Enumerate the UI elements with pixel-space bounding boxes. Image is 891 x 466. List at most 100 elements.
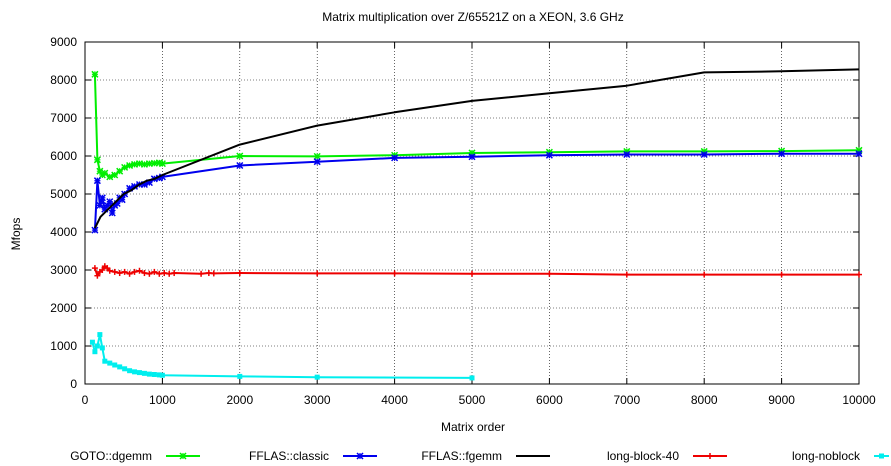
x-tick-label: 9000 — [768, 393, 795, 407]
data-point — [106, 267, 113, 274]
data-point — [136, 267, 143, 274]
grid-layer — [85, 42, 859, 384]
data-point — [545, 151, 553, 159]
data-point — [156, 372, 162, 378]
data-point — [313, 158, 321, 166]
x-tick-label: 6000 — [536, 393, 563, 407]
data-point — [210, 270, 217, 277]
data-point — [94, 272, 101, 279]
data-point — [91, 265, 98, 272]
x-tick-label: 5000 — [459, 393, 486, 407]
data-point — [146, 371, 152, 377]
data-point — [313, 152, 321, 160]
axes-layer: 0 1000 2000 3000 4000 5000 6000 7000 8000 9000 0 10… — [50, 35, 876, 407]
series-line — [94, 68, 860, 229]
y-tick-label: 4000 — [50, 225, 77, 239]
legend-label: FFLAS::classic — [249, 449, 329, 463]
data-point — [141, 270, 148, 277]
data-point — [236, 161, 244, 170]
legend-entry: GOTO::dgemm — [70, 449, 200, 463]
data-point — [99, 267, 106, 273]
legend-marker — [879, 453, 884, 459]
data-point — [391, 154, 399, 162]
data-point — [151, 372, 157, 377]
data-point — [778, 271, 785, 278]
data-point — [112, 362, 118, 368]
series-layer — [89, 68, 863, 381]
data-point — [161, 270, 168, 277]
x-tick-label: 1000 — [149, 393, 176, 407]
x-tick-label: 0 — [82, 393, 89, 407]
data-point — [158, 160, 166, 168]
data-point — [778, 150, 786, 158]
legend-label: FFLAS::fgemm — [421, 449, 502, 463]
data-point — [132, 369, 138, 375]
legend-marker — [356, 452, 364, 460]
data-point — [237, 373, 243, 379]
data-point — [856, 271, 862, 278]
data-point — [116, 167, 124, 175]
data-point — [116, 270, 123, 277]
series-line — [93, 74, 860, 178]
series-0 — [91, 70, 863, 181]
data-point — [117, 364, 123, 370]
data-point — [89, 339, 95, 345]
data-point — [111, 171, 119, 179]
data-point — [122, 366, 128, 372]
data-point — [91, 70, 99, 78]
data-point — [91, 226, 99, 234]
data-point — [97, 332, 103, 338]
y-tick-label: 1000 — [50, 339, 77, 353]
x-tick-label: 3000 — [304, 393, 331, 407]
series-line — [91, 333, 473, 379]
legend-entry: long-block-40 — [607, 449, 727, 463]
legend-label: long-noblock — [792, 449, 861, 463]
data-point — [159, 372, 165, 378]
x-tick-label: 4000 — [381, 393, 408, 407]
data-point — [98, 194, 106, 202]
series-4 — [89, 332, 475, 381]
data-point — [700, 150, 708, 159]
data-point — [141, 370, 147, 376]
legend: GOTO::dgemm FFLAS::classic FFLAS::fgemm lon… — [70, 449, 889, 463]
data-point — [92, 349, 98, 355]
data-point — [121, 268, 128, 275]
legend-label: GOTO::dgemm — [70, 449, 152, 463]
data-point — [131, 268, 138, 275]
data-point — [126, 270, 133, 277]
legend-label: long-block-40 — [607, 449, 679, 463]
chart-title: Matrix multiplication over Z/65521Z on a… — [322, 10, 623, 24]
data-point — [391, 270, 398, 277]
legend-marker — [707, 453, 713, 459]
series-line — [93, 152, 859, 231]
data-point — [96, 201, 104, 209]
data-point — [102, 358, 108, 364]
x-tick-label: 7000 — [613, 393, 640, 407]
data-point — [106, 198, 114, 206]
series-3 — [91, 263, 862, 279]
legend-marker — [179, 452, 187, 460]
y-tick-label: 7000 — [50, 111, 77, 125]
y-tick-label: 9000 — [50, 35, 77, 49]
y-tick-label: 2000 — [50, 301, 77, 315]
legend-entry: FFLAS::fgemm — [421, 449, 550, 463]
data-point — [314, 270, 321, 277]
data-point — [623, 150, 631, 159]
data-point — [146, 270, 153, 277]
data-point — [236, 270, 243, 277]
series-1 — [91, 150, 863, 234]
data-point — [166, 270, 173, 277]
y-tick-label: 0 — [70, 377, 77, 391]
data-point — [546, 270, 553, 277]
x-tick-label: 2000 — [226, 393, 253, 407]
x-axis-title: Matrix order — [441, 420, 505, 434]
y-tick-label: 8000 — [50, 73, 77, 87]
data-point — [127, 368, 133, 374]
data-point — [701, 271, 708, 278]
data-point — [151, 268, 158, 275]
data-point — [156, 270, 163, 277]
legend-entry: long-noblock — [792, 449, 889, 463]
data-point — [469, 375, 475, 381]
x-tick-label: 8000 — [691, 393, 718, 407]
